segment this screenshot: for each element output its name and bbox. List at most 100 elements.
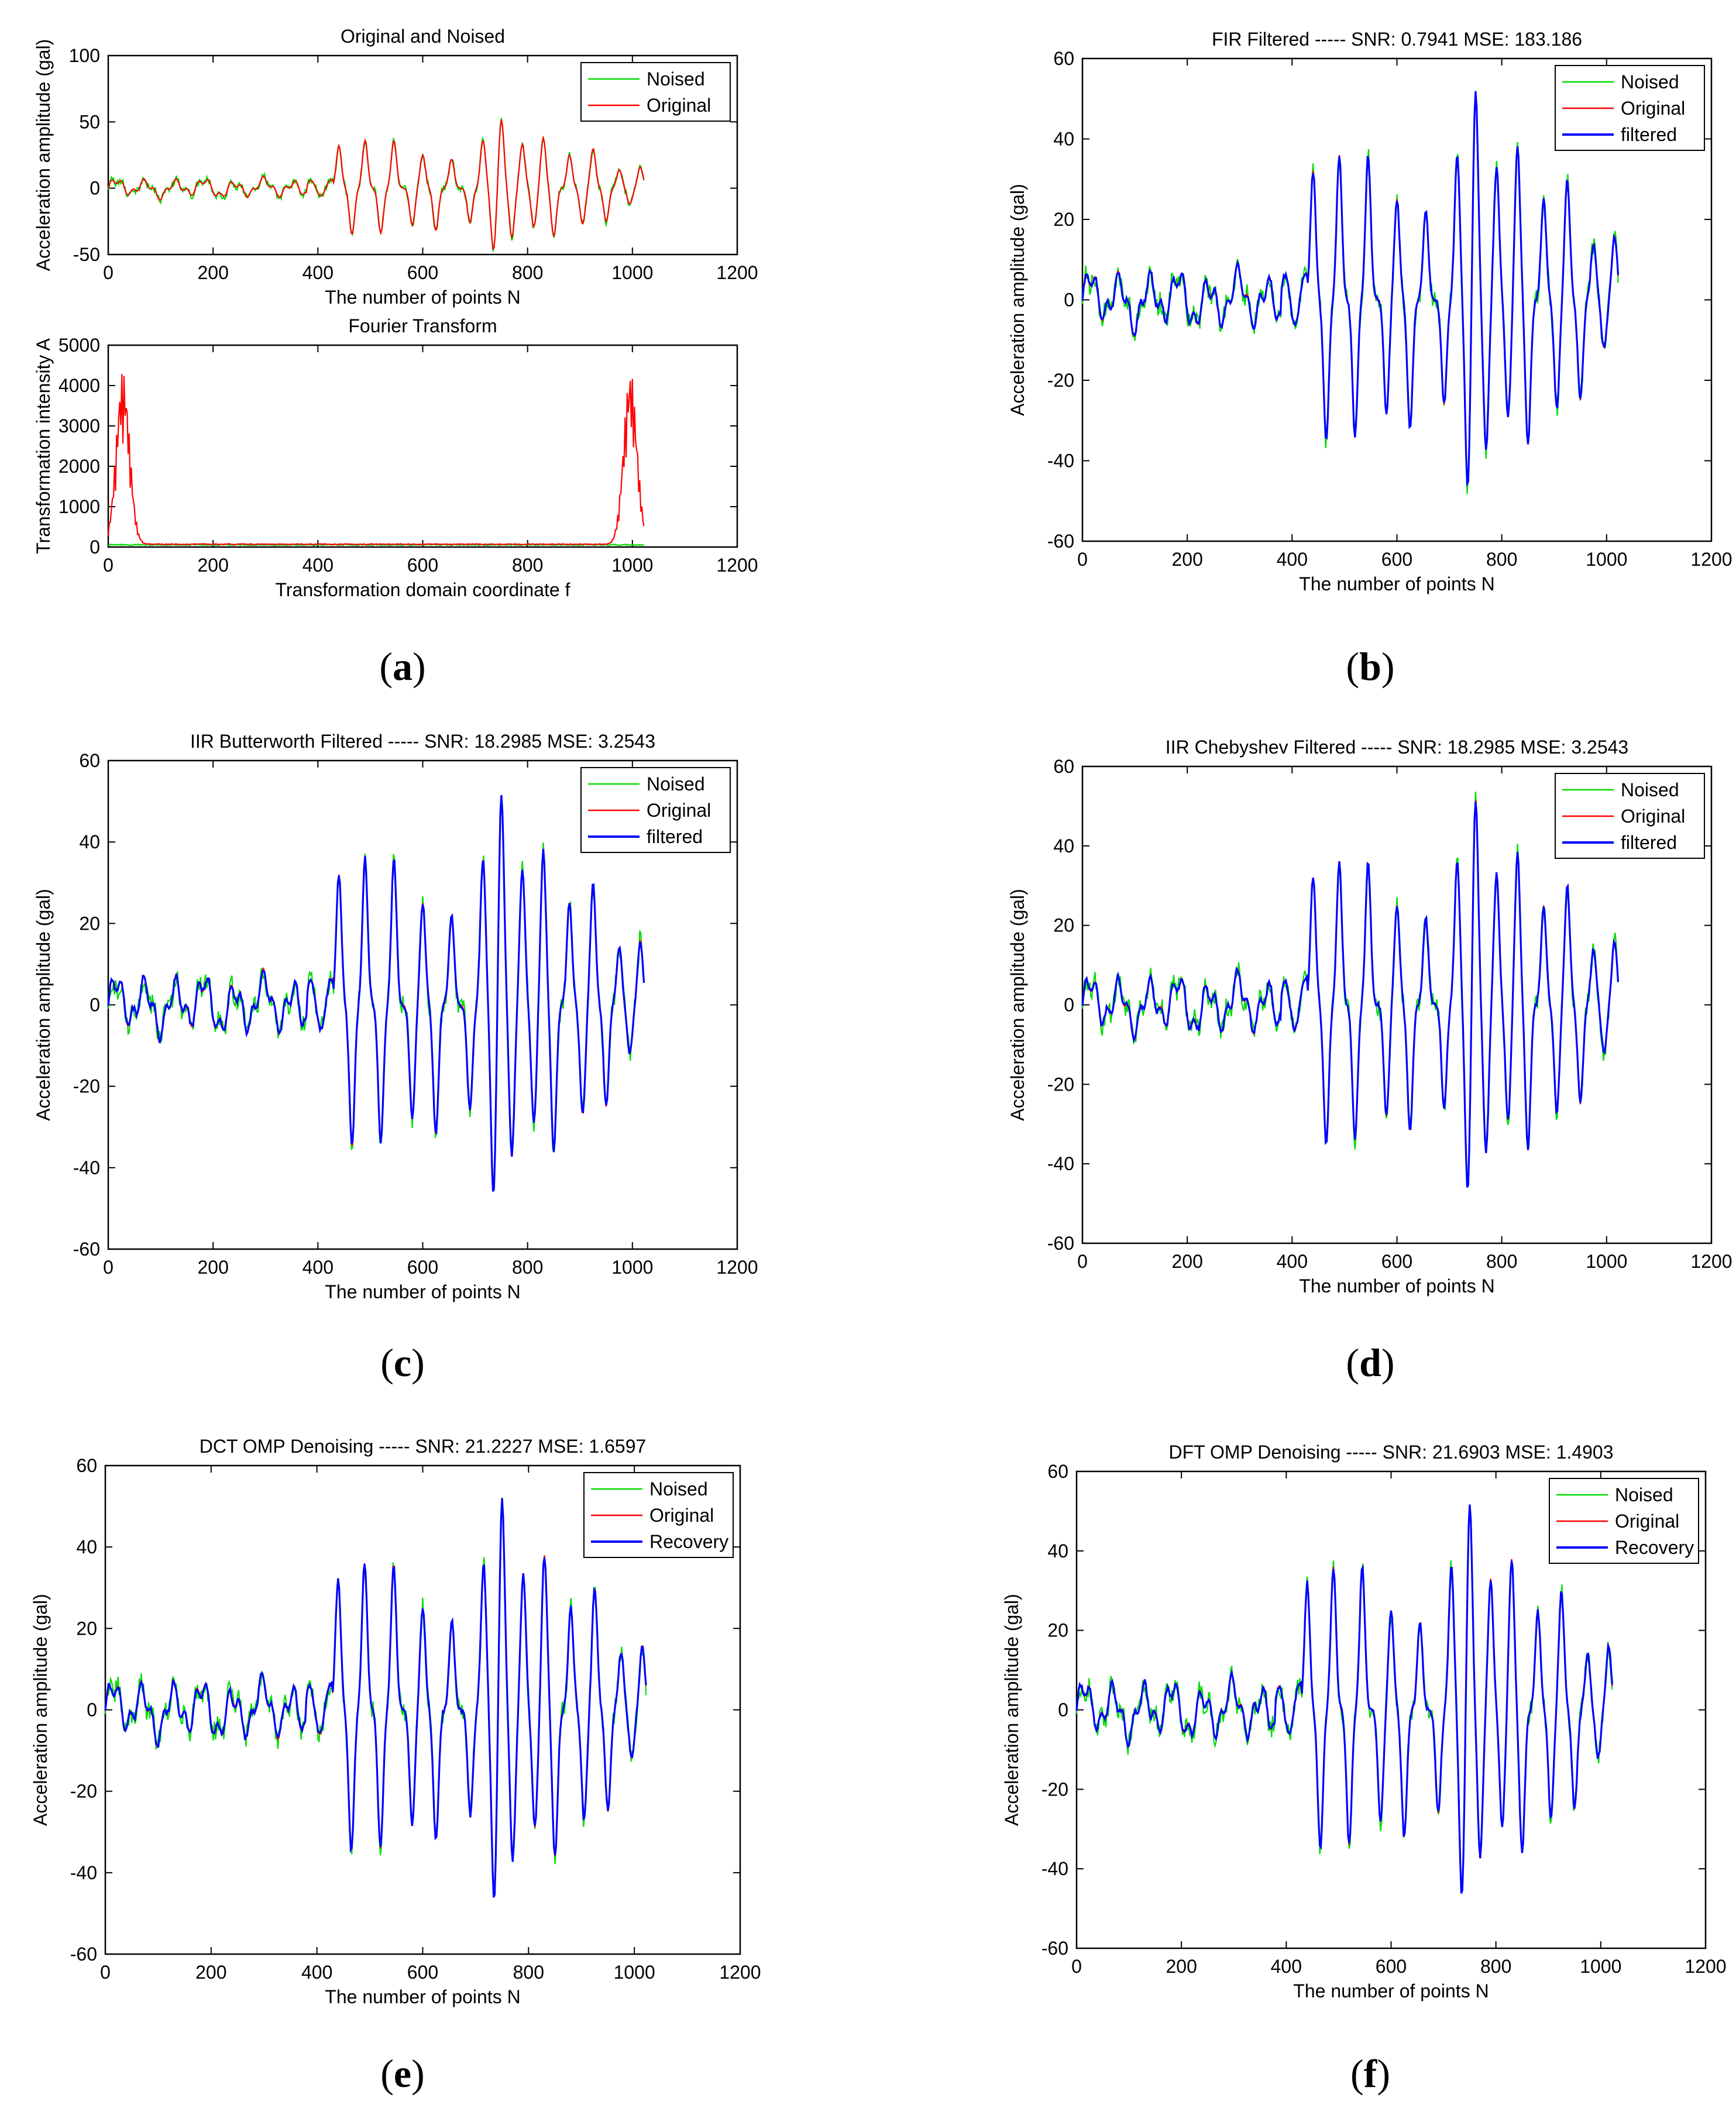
y-tick-label: 20 — [1047, 1620, 1068, 1641]
chart-c: 0 200 400 600 800 1000 1200 -60 -40 -20 0 20 40 60 IIR… — [33, 731, 758, 1302]
y-tick-label: 60 — [1053, 48, 1074, 69]
y-tick-label: -60 — [1047, 531, 1074, 552]
y-tick-label: 20 — [1053, 209, 1074, 230]
x-tick-label: 1200 — [1690, 1251, 1732, 1272]
y-tick-label: -20 — [1041, 1779, 1068, 1800]
x-tick-label: 200 — [195, 1962, 226, 1983]
y-tick-label: 60 — [1053, 756, 1074, 777]
x-tick-label: 400 — [1277, 549, 1308, 570]
legend: Noised Original filtered — [580, 767, 731, 853]
y-tick-label: 0 — [1064, 995, 1074, 1016]
y-tick-label: -20 — [73, 1076, 100, 1097]
y-tick-label: 50 — [79, 111, 100, 132]
y-axis-label: Acceleration amplitude (gal) — [30, 1594, 51, 1826]
caption-e: (e) — [380, 2051, 425, 2096]
series-line-recovery — [104, 1498, 647, 1898]
x-tick-label: 0 — [103, 555, 114, 576]
legend-label: Noised — [1615, 1484, 1673, 1505]
x-tick-label: 0 — [100, 1962, 111, 1983]
x-tick-label: 1200 — [1690, 549, 1732, 570]
x-tick-label: 200 — [197, 555, 228, 576]
x-tick-label: 800 — [512, 555, 543, 576]
x-tick-label: 1000 — [1580, 1956, 1621, 1977]
x-tick-label: 1000 — [614, 1962, 655, 1983]
legend-label: Noised — [1621, 779, 1679, 800]
chart-title: DFT OMP Denoising ----- SNR: 21.6903 MSE… — [1169, 1442, 1614, 1463]
x-tick-label: 1200 — [716, 262, 758, 283]
series-line-filtered — [1081, 801, 1620, 1188]
x-tick-label: 800 — [513, 1962, 544, 1983]
x-tick-label: 200 — [1171, 1251, 1202, 1272]
y-tick-label: 40 — [79, 831, 100, 852]
y-tick-label: -40 — [73, 1157, 100, 1178]
x-tick-label: 400 — [302, 1257, 334, 1278]
x-tick-label: 400 — [301, 1962, 332, 1983]
x-tick-label: 800 — [1486, 1251, 1517, 1272]
y-tick-label: 0 — [90, 178, 100, 199]
legend: Noised Original Recovery — [1549, 1478, 1699, 1564]
legend-label: Original — [647, 800, 711, 821]
legend: Noised Original Recovery — [583, 1472, 734, 1558]
y-tick-label: 1000 — [59, 496, 100, 517]
y-tick-label: -20 — [70, 1781, 97, 1802]
chart-d: 0 200 400 600 800 1000 1200 -60 -40 -20 0 20 40 60 IIR… — [1007, 737, 1732, 1296]
x-tick-label: 1000 — [1586, 549, 1627, 570]
x-axis-label: The number of points N — [1293, 1980, 1489, 2001]
x-tick-label: 600 — [407, 555, 438, 576]
y-tick-label: 0 — [87, 1700, 97, 1721]
y-tick-label: 0 — [90, 995, 100, 1016]
y-tick-label: 0 — [90, 537, 100, 558]
caption-d: (d) — [1346, 1340, 1395, 1385]
legend-label: Recovery — [1615, 1537, 1694, 1558]
x-tick-label: 0 — [103, 262, 114, 283]
y-tick-label: 2000 — [59, 456, 100, 477]
y-axis-label: Acceleration amplitude (gal) — [1007, 184, 1028, 416]
y-tick-label: 60 — [79, 750, 100, 771]
x-tick-label: 1000 — [611, 555, 653, 576]
y-tick-label: -40 — [1047, 1153, 1074, 1174]
legend-label: Original — [647, 95, 711, 116]
x-tick-label: 1200 — [719, 1962, 761, 1983]
caption-f: (f) — [1350, 2051, 1390, 2096]
x-tick-label: 400 — [302, 555, 334, 576]
y-tick-label: 3000 — [59, 415, 100, 436]
legend-label: Original — [649, 1505, 714, 1526]
chart-title: DCT OMP Denoising ----- SNR: 21.2227 MSE… — [200, 1436, 647, 1457]
y-tick-label: -50 — [73, 244, 100, 265]
x-tick-label: 0 — [1071, 1956, 1082, 1977]
chart-b: 0 200 400 600 800 1000 1200 -60 -40 -20 0 20 40 60 FIR… — [1007, 29, 1732, 594]
x-tick-label: 1000 — [611, 262, 653, 283]
caption-b: (b) — [1346, 644, 1395, 689]
x-tick-label: 0 — [103, 1257, 114, 1278]
legend-label: Noised — [649, 1478, 708, 1500]
y-tick-label: 40 — [1053, 129, 1074, 150]
series-line-unnamed-1 — [107, 374, 645, 546]
y-axis-label: Transformation intensity A — [33, 338, 54, 553]
x-tick-label: 400 — [302, 262, 334, 283]
chart-title: Original and Noised — [341, 26, 505, 47]
x-tick-label: 200 — [1171, 549, 1202, 570]
y-tick-label: -40 — [1047, 450, 1074, 472]
y-tick-label: -60 — [1041, 1938, 1068, 1959]
series-line-filtered — [107, 795, 645, 1192]
x-axis-label: The number of points N — [1299, 573, 1494, 594]
chart-a2: 0 200 400 600 800 1000 1200 0 1000 2000 3000 4000 50… — [33, 315, 758, 600]
y-tick-label: -40 — [1041, 1858, 1068, 1879]
x-tick-label: 800 — [1486, 549, 1517, 570]
chart-title: FIR Filtered ----- SNR: 0.7941 MSE: 183.… — [1212, 29, 1582, 50]
chart-e: 0 200 400 600 800 1000 1200 -60 -40 -20 0 20 40 60 DCT… — [30, 1436, 761, 2007]
caption-c: (c) — [380, 1340, 425, 1385]
legend-label: filtered — [1621, 832, 1677, 853]
chart-title: IIR Butterworth Filtered ----- SNR: 18.2… — [190, 731, 655, 752]
legend-label: filtered — [647, 826, 703, 847]
x-tick-label: 800 — [1480, 1956, 1511, 1977]
y-tick-label: 60 — [1047, 1461, 1068, 1482]
x-tick-label: 800 — [512, 262, 543, 283]
legend-label: Noised — [647, 68, 705, 90]
legend: Noised Original filtered — [1555, 65, 1705, 151]
x-tick-label: 200 — [1166, 1956, 1197, 1977]
y-tick-label: -60 — [70, 1944, 97, 1965]
y-tick-label: 20 — [79, 913, 100, 934]
